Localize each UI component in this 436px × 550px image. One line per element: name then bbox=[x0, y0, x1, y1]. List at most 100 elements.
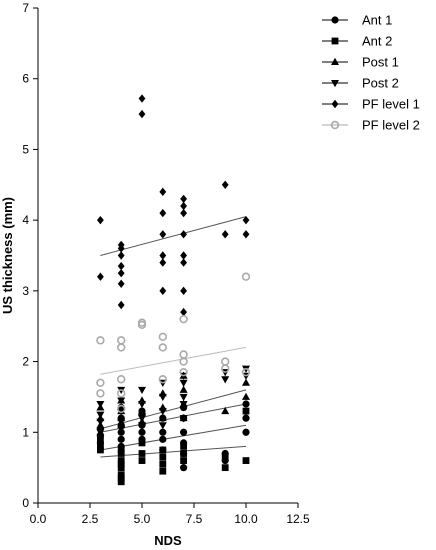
point-pf-level-2 bbox=[96, 378, 105, 387]
point-pf-level-2 bbox=[241, 272, 251, 281]
x-tick-label: 2.5 bbox=[82, 512, 99, 526]
legend-label: PF level 1 bbox=[362, 97, 420, 112]
trendline-post-2 bbox=[100, 389, 247, 430]
point-post-2 bbox=[96, 429, 105, 437]
legend: Ant 1 Ant 2 Post 1 Post 2 PF level 1 PF level… bbox=[322, 13, 420, 133]
point-pf-level-1 bbox=[138, 94, 146, 103]
point-post-2 bbox=[179, 401, 188, 409]
point-pf-level-1 bbox=[159, 208, 167, 218]
point-ant-2 bbox=[117, 478, 125, 486]
point-pf-level-1 bbox=[221, 230, 229, 239]
point-pf-level-2 bbox=[96, 389, 105, 398]
point-pf-level-1 bbox=[138, 109, 146, 119]
legend-item-post-2: Post 2 bbox=[322, 76, 399, 91]
point-ant-1 bbox=[180, 428, 188, 436]
point-pf-level-1 bbox=[117, 261, 125, 271]
point-post-1 bbox=[242, 392, 250, 400]
point-pf-level-1 bbox=[159, 187, 167, 197]
legend-marker-ant-2 bbox=[331, 37, 339, 45]
point-pf-level-2 bbox=[179, 314, 188, 324]
point-ant-1 bbox=[117, 435, 125, 443]
point-pf-level-2 bbox=[96, 336, 105, 345]
point-ant-2 bbox=[180, 450, 187, 457]
y-tick-label: 6 bbox=[22, 72, 29, 86]
point-ant-2 bbox=[117, 457, 125, 464]
point-pf-level-1 bbox=[180, 230, 187, 239]
point-pf-level-2 bbox=[179, 367, 188, 377]
point-pf-level-2 bbox=[116, 389, 126, 398]
point-pf-level-1 bbox=[180, 201, 187, 211]
point-pf-level-1 bbox=[242, 215, 250, 225]
point-post-2 bbox=[179, 415, 188, 423]
point-pf-level-2 bbox=[158, 332, 168, 342]
point-ant-1 bbox=[159, 435, 167, 443]
point-post-2 bbox=[138, 386, 146, 395]
point-post-2 bbox=[96, 401, 105, 409]
point-pf-level-1 bbox=[97, 272, 104, 281]
x-tick-label: 12.5 bbox=[286, 512, 310, 526]
y-tick-label: 1 bbox=[22, 425, 29, 439]
point-ant-2 bbox=[221, 453, 229, 461]
point-ant-2 bbox=[180, 457, 187, 464]
legend-item-ant-1: Ant 1 bbox=[322, 13, 392, 28]
point-ant-2 bbox=[180, 443, 187, 450]
point-ant-1 bbox=[180, 464, 188, 472]
y-tick-label: 4 bbox=[22, 213, 29, 227]
data-points bbox=[96, 94, 251, 486]
legend-item-ant-2: Ant 2 bbox=[322, 34, 392, 49]
point-post-2 bbox=[158, 408, 167, 416]
legend-label: Ant 1 bbox=[362, 13, 392, 28]
point-pf-level-2 bbox=[116, 375, 126, 384]
y-axis-title: US thickness (mm) bbox=[0, 197, 15, 314]
point-ant-2 bbox=[117, 474, 125, 482]
point-post-2 bbox=[221, 376, 230, 384]
point-ant-2 bbox=[97, 435, 104, 443]
point-post-2 bbox=[96, 411, 105, 419]
point-ant-1 bbox=[138, 428, 146, 436]
point-ant-2 bbox=[242, 407, 250, 415]
point-ant-2 bbox=[117, 471, 125, 479]
point-post-2 bbox=[117, 397, 126, 405]
point-pf-level-1 bbox=[242, 230, 250, 239]
point-post-2 bbox=[96, 418, 105, 426]
point-pf-level-1 bbox=[117, 240, 125, 250]
x-tick-label: 0.0 bbox=[30, 512, 47, 526]
point-ant-2 bbox=[159, 453, 167, 461]
point-post-1 bbox=[138, 406, 146, 415]
x-tick-label: 5.0 bbox=[134, 512, 151, 526]
point-pf-level-2 bbox=[221, 357, 230, 366]
y-tick-label: 5 bbox=[22, 142, 29, 156]
point-post-1 bbox=[242, 378, 250, 386]
point-pf-level-1 bbox=[159, 230, 167, 239]
legend-label: PF level 2 bbox=[362, 118, 420, 133]
y-tick-label: 2 bbox=[22, 355, 29, 369]
point-ant-2 bbox=[138, 439, 146, 447]
point-pf-level-1 bbox=[159, 286, 167, 296]
legend-item-pf-level-2: PF level 2 bbox=[322, 118, 420, 133]
point-post-1 bbox=[221, 406, 230, 415]
series-ant-2 bbox=[97, 407, 250, 486]
point-pf-level-2 bbox=[158, 375, 168, 384]
point-post-2 bbox=[117, 425, 126, 433]
point-ant-2 bbox=[138, 450, 146, 457]
point-ant-2 bbox=[117, 446, 125, 454]
legend-marker-pf-level-1 bbox=[331, 99, 339, 109]
axes: 0.0 2.5 5.0 7.5 10.0 12.5 0 1 2 3 4 5 6 7 bbox=[22, 1, 310, 526]
point-pf-level-2 bbox=[179, 350, 188, 359]
point-post-2 bbox=[138, 401, 146, 409]
y-tick-label: 7 bbox=[22, 1, 29, 15]
point-pf-level-2 bbox=[158, 343, 168, 352]
point-pf-level-1 bbox=[117, 279, 125, 288]
x-axis-ticks: 0.0 2.5 5.0 7.5 10.0 12.5 bbox=[30, 503, 310, 526]
point-ant-2 bbox=[97, 446, 104, 454]
point-post-2 bbox=[158, 422, 167, 430]
legend-item-post-1: Post 1 bbox=[322, 55, 399, 70]
point-ant-2 bbox=[117, 450, 125, 457]
point-ant-1 bbox=[159, 428, 167, 436]
point-post-1 bbox=[158, 413, 167, 422]
point-pf-level-1 bbox=[180, 251, 187, 260]
point-ant-2 bbox=[138, 457, 146, 464]
point-pf-level-2 bbox=[116, 404, 126, 414]
trendline-pf-level-2 bbox=[100, 346, 247, 375]
